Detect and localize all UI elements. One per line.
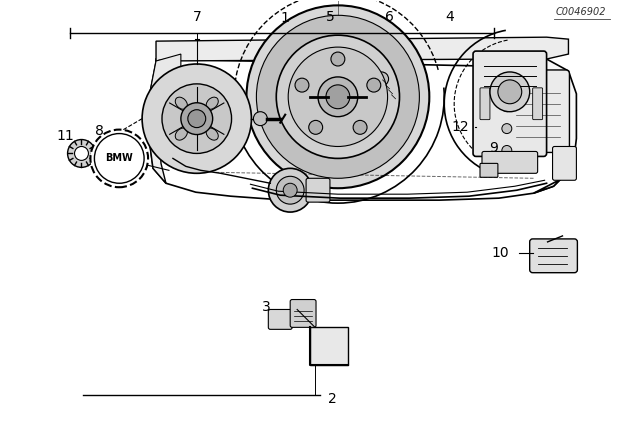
Text: 4: 4 — [445, 10, 454, 24]
Polygon shape — [149, 59, 166, 183]
Circle shape — [188, 110, 205, 128]
Circle shape — [490, 72, 530, 112]
Bar — [310, 327, 348, 365]
Circle shape — [502, 124, 512, 134]
Text: BMW: BMW — [106, 153, 133, 164]
Circle shape — [95, 134, 144, 183]
Circle shape — [162, 84, 232, 154]
Circle shape — [353, 121, 367, 134]
Circle shape — [498, 80, 522, 104]
FancyBboxPatch shape — [268, 310, 292, 329]
Text: 8: 8 — [95, 124, 104, 138]
Polygon shape — [149, 59, 566, 200]
Ellipse shape — [206, 128, 218, 140]
Circle shape — [367, 78, 381, 92]
Circle shape — [308, 121, 323, 134]
FancyBboxPatch shape — [306, 178, 330, 202]
Text: 10: 10 — [491, 246, 509, 260]
FancyBboxPatch shape — [290, 300, 316, 327]
Circle shape — [318, 77, 358, 116]
FancyBboxPatch shape — [532, 88, 543, 120]
Circle shape — [253, 112, 268, 125]
Circle shape — [288, 47, 388, 146]
Circle shape — [74, 146, 88, 160]
FancyBboxPatch shape — [552, 146, 577, 180]
Text: 6: 6 — [385, 10, 394, 24]
Circle shape — [502, 146, 512, 155]
FancyBboxPatch shape — [507, 70, 570, 152]
FancyBboxPatch shape — [480, 88, 490, 120]
Circle shape — [502, 102, 512, 112]
Text: 12: 12 — [451, 120, 469, 134]
Circle shape — [331, 52, 345, 66]
Circle shape — [142, 64, 252, 173]
Circle shape — [326, 85, 350, 109]
Circle shape — [295, 78, 309, 92]
Circle shape — [276, 177, 304, 204]
FancyBboxPatch shape — [473, 51, 547, 156]
Text: 7: 7 — [193, 10, 201, 24]
FancyBboxPatch shape — [530, 239, 577, 273]
Circle shape — [68, 139, 95, 168]
Text: C0046902: C0046902 — [556, 7, 606, 17]
Circle shape — [257, 15, 419, 178]
FancyBboxPatch shape — [482, 151, 538, 173]
Text: 1: 1 — [281, 11, 290, 25]
FancyBboxPatch shape — [480, 164, 498, 177]
Ellipse shape — [175, 97, 188, 109]
Text: 11: 11 — [57, 129, 74, 142]
Ellipse shape — [175, 128, 188, 140]
Polygon shape — [509, 56, 577, 193]
Circle shape — [90, 129, 148, 187]
Circle shape — [268, 168, 312, 212]
Circle shape — [246, 5, 429, 188]
Polygon shape — [156, 37, 568, 61]
Text: 5: 5 — [326, 10, 334, 24]
Circle shape — [284, 183, 297, 197]
Ellipse shape — [206, 97, 218, 109]
Text: 3: 3 — [262, 301, 270, 314]
Circle shape — [181, 103, 212, 134]
Text: 2: 2 — [328, 392, 337, 406]
Text: 9: 9 — [489, 142, 498, 155]
Circle shape — [374, 72, 388, 86]
Circle shape — [276, 35, 399, 159]
Polygon shape — [149, 54, 181, 138]
